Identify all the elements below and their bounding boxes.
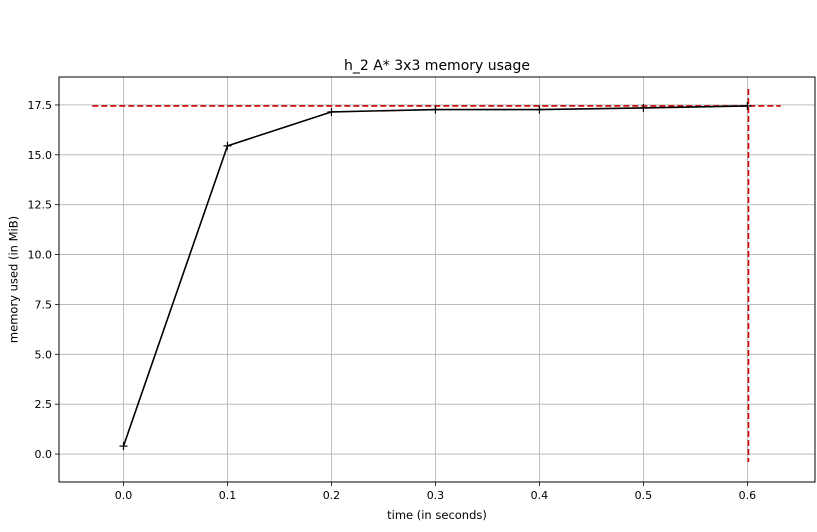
x-tick-label: 0.2 (323, 489, 341, 502)
y-tick-label: 10.0 (28, 249, 53, 262)
x-axis-label: time (in seconds) (387, 508, 487, 522)
data-point-marker (535, 105, 544, 114)
x-tick-label: 0.5 (635, 489, 653, 502)
y-tick-label: 0.0 (35, 448, 53, 461)
x-tick-label: 0.1 (219, 489, 237, 502)
data-point-marker (639, 103, 648, 112)
x-tick-label: 0.4 (531, 489, 549, 502)
y-tick-label: 2.5 (35, 398, 53, 411)
y-axis-ticks: 0.0 2.5 5.0 7.5 10.0 12.5 15.0 17.5 (28, 99, 59, 461)
chart-title: h_2 A* 3x3 memory usage (344, 58, 530, 74)
y-tick-label: 7.5 (35, 298, 53, 311)
data-point-marker (119, 442, 128, 451)
data-point-marker (431, 105, 440, 114)
data-point-marker (743, 101, 752, 110)
x-tick-label: 0.0 (115, 489, 133, 502)
grid-lines (59, 77, 815, 482)
data-point-marker (327, 107, 336, 116)
data-series (119, 101, 752, 451)
y-tick-label: 17.5 (28, 99, 53, 112)
plot-frame (58, 76, 816, 483)
x-tick-label: 0.3 (427, 489, 445, 502)
y-tick-label: 12.5 (28, 199, 53, 212)
y-axis-label: memory used (in MiB) (7, 216, 21, 343)
y-tick-label: 15.0 (28, 149, 53, 162)
x-axis-ticks: 0.0 0.1 0.2 0.3 0.4 0.5 0.6 (115, 482, 756, 502)
data-point-marker (223, 141, 232, 150)
y-tick-label: 5.0 (35, 348, 53, 361)
x-tick-label: 0.6 (739, 489, 757, 502)
reference-lines (92, 88, 781, 463)
